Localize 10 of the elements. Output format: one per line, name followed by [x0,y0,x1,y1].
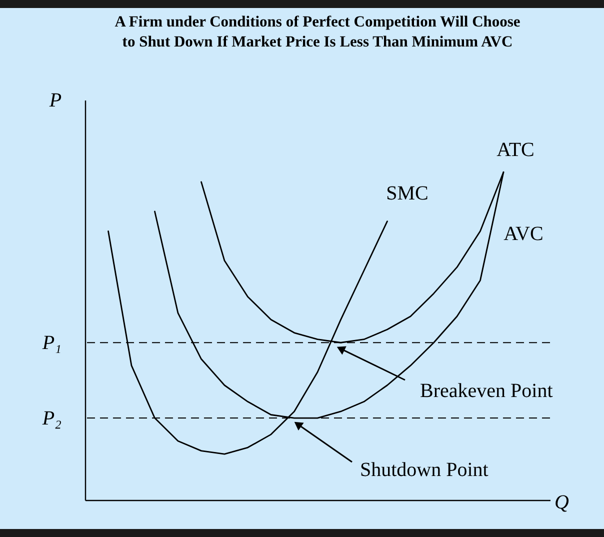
y-axis-title: P [48,90,62,112]
series-label: SMC [386,182,428,204]
x-axis-title: Q [554,492,570,514]
series-label: ATC [496,139,534,162]
annotation: Shutdown Point [360,459,489,481]
annotation: Breakeven Point [420,380,554,402]
series-label: AVC [504,223,544,246]
ref-line-label: P₁ [41,332,62,354]
ref-line-label: P₂ [41,408,62,430]
chart-title: A Firm under Conditions of Perfect Competition Will Choose to Shut Down If Market Price Is Less Than Minimum AVC [114,14,520,50]
